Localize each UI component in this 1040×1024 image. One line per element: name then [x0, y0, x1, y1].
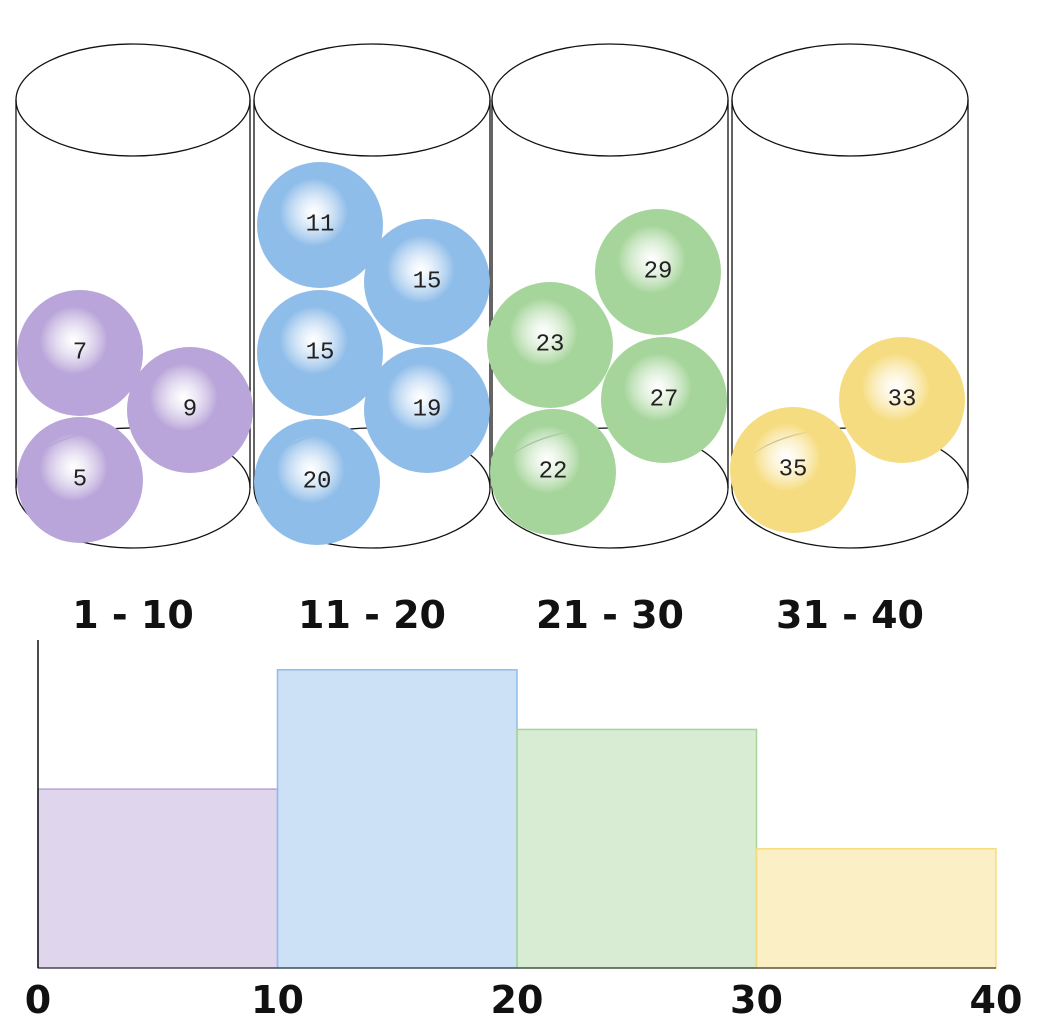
- tube-top: [491, 43, 729, 157]
- ball-label: 7: [73, 340, 87, 367]
- ball: [17, 417, 143, 543]
- ball-label: 35: [779, 457, 808, 484]
- bar: [276, 669, 518, 969]
- ball: [730, 407, 856, 533]
- ball: [490, 409, 616, 535]
- ball: [601, 337, 727, 463]
- ball-label: 29: [644, 259, 673, 286]
- ball-label: 27: [650, 387, 679, 414]
- tube-top: [731, 43, 969, 157]
- ball-label: 23: [536, 332, 565, 359]
- ball: [839, 337, 965, 463]
- ball: [257, 162, 383, 288]
- x-tick-label: 30: [730, 978, 783, 1022]
- ball-label: 20: [303, 469, 332, 496]
- ball: [17, 290, 143, 416]
- tubes: 1 - 10 11 - 20 21 - 30 31 - 40: [15, 43, 969, 637]
- ball: [257, 290, 383, 416]
- tube-top: [253, 43, 491, 157]
- tube-top: [15, 43, 251, 157]
- ball-label: 5: [73, 467, 87, 494]
- ball-label: 33: [888, 387, 917, 414]
- x-tick-label: 20: [491, 978, 544, 1022]
- ball-label: 22: [539, 459, 568, 486]
- ball-label: 15: [413, 269, 442, 296]
- bin-label: 21 - 30: [536, 593, 684, 637]
- histogram: 0 10 20 30 40: [25, 640, 1023, 1022]
- ball: [595, 209, 721, 335]
- bar: [755, 847, 997, 969]
- ball-label: 9: [183, 397, 197, 424]
- x-tick-label: 0: [25, 978, 51, 1022]
- bar: [37, 788, 279, 969]
- bin-label: 31 - 40: [776, 593, 924, 637]
- x-tick-label: 40: [970, 978, 1023, 1022]
- bin-label: 11 - 20: [298, 593, 446, 637]
- ball-label: 11: [306, 212, 335, 239]
- bin-label: 1 - 10: [72, 593, 194, 637]
- x-tick-label: 10: [251, 978, 304, 1022]
- ball: [364, 347, 490, 473]
- ball: [254, 419, 380, 545]
- ball: [127, 347, 253, 473]
- ball: [487, 282, 613, 408]
- ball: [364, 219, 490, 345]
- bar: [516, 728, 758, 969]
- balls: 7 9 5 11 15 15 19 20 29 23 27 22 33 35: [17, 162, 965, 545]
- ball-label: 19: [413, 397, 442, 424]
- ball-label: 15: [306, 340, 335, 367]
